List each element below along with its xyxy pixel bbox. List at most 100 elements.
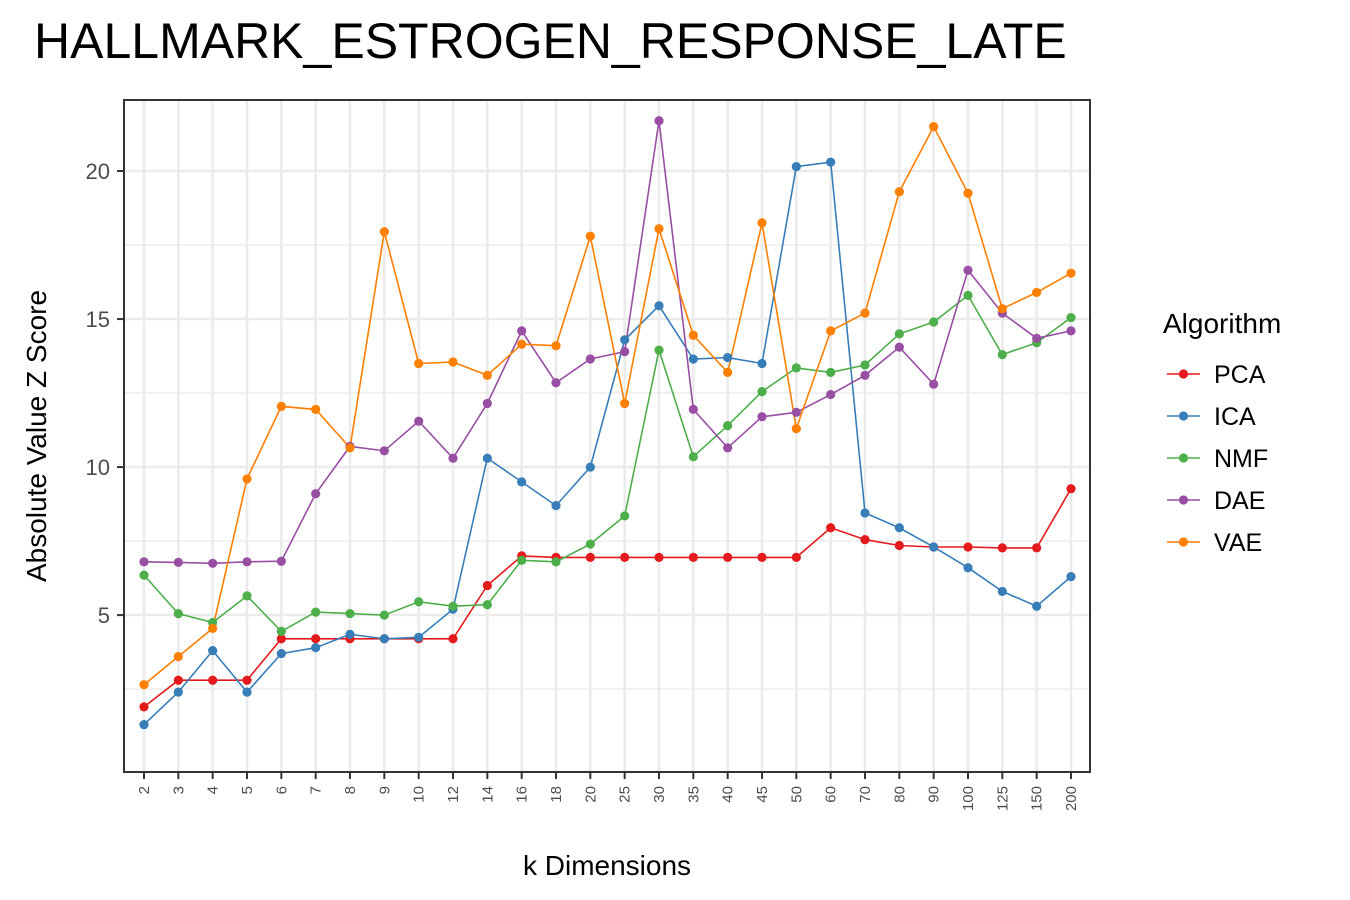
data-point-ica: [1066, 572, 1076, 582]
data-point-ica: [139, 720, 149, 730]
data-point-pca: [585, 552, 595, 562]
x-tick-label: 14: [479, 786, 496, 803]
legend-key-point: [1178, 495, 1189, 505]
data-point-pca: [860, 535, 870, 545]
major-gridlines: [124, 100, 1090, 772]
x-tick-label: 30: [651, 786, 668, 803]
x-tick-label: 4: [205, 786, 222, 794]
y-tick-label: 20: [86, 159, 110, 184]
data-point-nmf: [997, 349, 1007, 360]
legend-label: NMF: [1214, 445, 1268, 473]
x-tick-label: 150: [1029, 786, 1046, 811]
data-point-dae: [517, 326, 527, 336]
x-tick-label: 9: [376, 786, 393, 794]
data-point-dae: [276, 556, 286, 566]
data-point-nmf: [1066, 312, 1076, 323]
data-point-ica: [929, 542, 939, 552]
data-point-ica: [894, 523, 904, 533]
data-point-nmf: [654, 345, 664, 355]
data-point-pca: [620, 552, 630, 562]
data-point-pca: [997, 543, 1007, 553]
y-tick-label: 10: [86, 455, 110, 480]
series-line-vae: [143, 124, 1072, 686]
y-axis-title: Absolute Value Z Score: [21, 290, 52, 582]
x-tick-label: 25: [617, 786, 634, 803]
data-point-dae: [757, 412, 767, 422]
data-point-dae: [1066, 326, 1076, 336]
legend-key-point: [1178, 369, 1189, 379]
legend-key-point: [1178, 453, 1189, 463]
x-tick-label: 125: [994, 786, 1011, 811]
y-tick-label: 15: [86, 307, 110, 332]
legend-key-point: [1178, 411, 1189, 421]
x-tick-label: 12: [445, 786, 462, 803]
x-tick-label: 60: [823, 786, 840, 803]
x-tick-label: 50: [788, 786, 805, 803]
data-point-ica: [379, 634, 389, 644]
data-point-nmf: [723, 421, 733, 431]
data-point-nmf: [276, 626, 286, 636]
data-point-pca: [826, 523, 836, 533]
data-point-vae: [757, 218, 767, 228]
data-point-vae: [723, 367, 733, 377]
data-point-dae: [379, 446, 389, 456]
data-point-nmf: [173, 609, 183, 619]
data-point-dae: [963, 265, 973, 275]
data-point-ica: [963, 563, 973, 573]
data-point-dae: [242, 557, 252, 567]
data-point-nmf: [688, 452, 698, 462]
data-point-ica: [242, 687, 252, 697]
x-tick-label: 70: [857, 786, 874, 803]
series-line-ica: [143, 161, 1072, 726]
data-point-dae: [139, 557, 149, 567]
x-tick-label: 35: [685, 786, 702, 803]
data-point-dae: [208, 558, 218, 568]
x-tick-label: 200: [1063, 786, 1080, 811]
data-point-pca: [654, 552, 664, 562]
data-point-nmf: [551, 557, 561, 567]
series-line-nmf: [143, 294, 1072, 633]
data-point-ica: [551, 500, 561, 511]
data-point-nmf: [757, 386, 767, 397]
data-point-ica: [826, 157, 836, 167]
data-point-ica: [208, 646, 218, 656]
x-tick-label: 45: [754, 786, 771, 803]
data-point-dae: [448, 453, 458, 463]
data-point-pca: [448, 634, 458, 644]
data-point-dae: [414, 416, 424, 426]
data-point-nmf: [311, 607, 321, 617]
series-lines: [143, 120, 1072, 726]
data-point-pca: [1066, 484, 1076, 494]
data-point-vae: [997, 304, 1007, 314]
data-point-dae: [173, 557, 183, 568]
data-point-vae: [551, 341, 561, 351]
x-tick-label: 20: [582, 786, 599, 803]
data-point-ica: [791, 162, 801, 172]
data-point-pca: [311, 634, 321, 644]
data-point-ica: [345, 629, 355, 639]
data-point-ica: [276, 648, 286, 659]
data-point-nmf: [826, 367, 836, 377]
data-point-nmf: [517, 555, 527, 565]
data-point-ica: [620, 335, 630, 345]
data-point-nmf: [414, 597, 424, 607]
data-point-pca: [963, 542, 973, 552]
data-point-dae: [1032, 333, 1042, 343]
data-point-nmf: [139, 570, 149, 580]
x-tick-label: 10: [411, 786, 428, 803]
legend: Algorithm PCA ICA NMF DAE VAE: [1163, 308, 1281, 557]
x-tick-label: 5: [239, 786, 256, 794]
data-point-vae: [894, 187, 904, 197]
legend-label: VAE: [1214, 529, 1262, 557]
data-point-vae: [517, 339, 527, 349]
minor-gridlines: [124, 244, 1090, 690]
data-point-ica: [688, 354, 698, 364]
data-point-vae: [585, 231, 595, 241]
data-point-ica: [997, 586, 1007, 597]
data-point-nmf: [894, 329, 904, 339]
chart-title: HALLMARK_ESTROGEN_RESPONSE_LATE: [34, 13, 1067, 69]
data-point-vae: [448, 357, 458, 367]
data-point-ica: [723, 352, 733, 363]
data-point-pca: [482, 580, 492, 591]
